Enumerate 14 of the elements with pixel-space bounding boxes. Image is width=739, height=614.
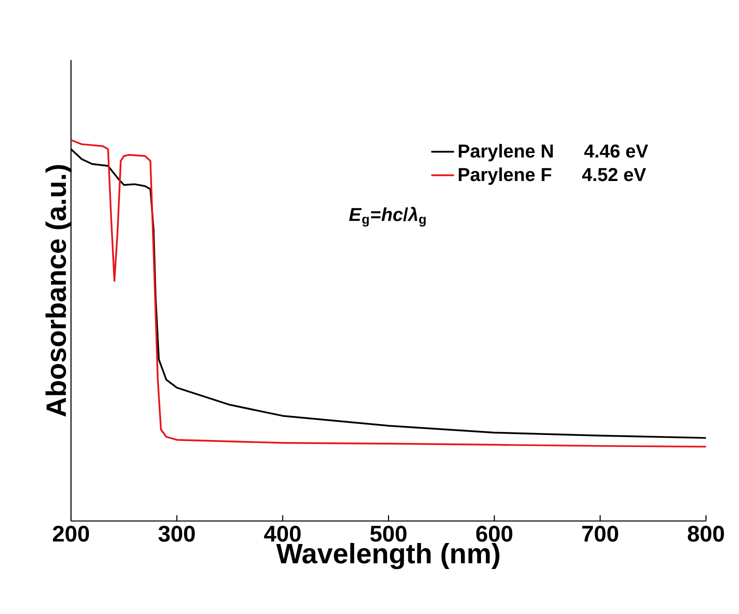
x-tick-label: 500 <box>370 526 406 542</box>
legend-label: Parylene N <box>458 144 553 162</box>
annotation: E$_{g}$=hc/λ$_{g}$ <box>349 206 426 227</box>
x-axis-title: Wavelength (nm) <box>276 542 500 570</box>
x-tick-label: 800 <box>688 526 724 542</box>
x-tick-label: 600 <box>476 526 512 542</box>
annotation: 4.52 eV <box>582 168 646 182</box>
x-tick-label: 400 <box>264 526 301 542</box>
x-tick-label: 300 <box>158 526 195 542</box>
y-axis-title: Abosorbance (a.u.) <box>46 165 72 417</box>
x-tick-label: 700 <box>582 526 618 542</box>
legend-label: Parylene F <box>458 167 552 185</box>
annotation: 4.46 eV <box>584 144 648 158</box>
x-tick-label: 200 <box>52 526 89 542</box>
